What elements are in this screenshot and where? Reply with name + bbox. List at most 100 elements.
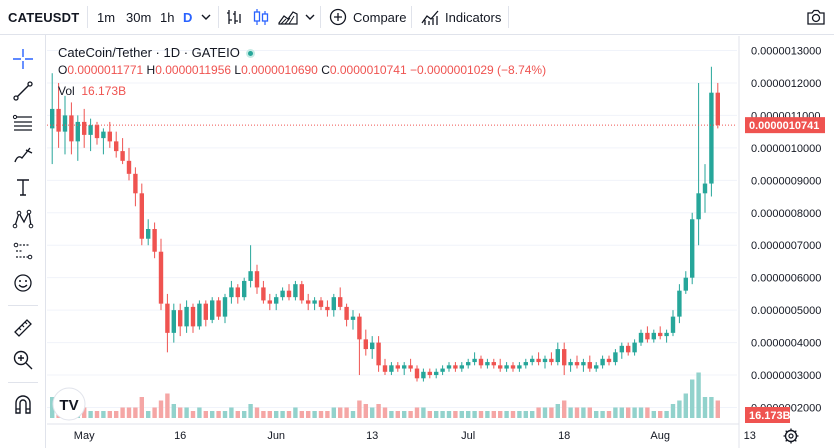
candle-body — [267, 300, 272, 304]
price-axis[interactable]: 0.00000130000.00000120000.00000110000.00… — [738, 36, 821, 448]
price-tick-label: 0.0000008000 — [751, 208, 821, 220]
volume-bar — [133, 407, 138, 418]
candle-body — [299, 284, 304, 301]
brush-tool-button[interactable] — [10, 142, 36, 168]
fib-tool-button[interactable] — [10, 110, 36, 136]
svg-text:TV: TV — [59, 397, 78, 414]
price-chart[interactable]: 0.00000130000.00000120000.00000110000.00… — [47, 36, 834, 448]
interval-30m-button[interactable]: 30m — [126, 0, 151, 34]
symbol-legend[interactable]: CateCoin/Tether · 1D · GATEIO — [58, 45, 255, 60]
candle-body — [171, 310, 176, 333]
candles-style-button[interactable] — [252, 0, 270, 34]
volume-bar — [120, 407, 125, 418]
chart-settings-button[interactable] — [783, 428, 799, 444]
emoji-icon — [14, 274, 32, 292]
candle-body — [587, 362, 592, 369]
candle-body — [498, 365, 503, 369]
candle-body — [594, 365, 599, 369]
candle-body — [114, 141, 119, 152]
emoji-tool-button[interactable] — [10, 270, 36, 296]
volume-bar — [594, 411, 599, 418]
top-toolbar: CATEUSDT 1m 30m 1h D Compare Indicators — [0, 0, 834, 35]
open-value: 0.0000011771 — [67, 63, 144, 77]
volume-bars — [50, 372, 720, 418]
camera-icon — [807, 9, 825, 25]
text-tool-button[interactable] — [10, 174, 36, 200]
crosshair-tool-button[interactable] — [10, 46, 36, 72]
candle-body — [638, 332, 644, 343]
magnet-tool-button[interactable] — [10, 392, 36, 418]
ruler-icon — [14, 319, 32, 337]
toolbar-divider — [508, 6, 509, 28]
zoom-in-tool-button[interactable] — [10, 347, 36, 373]
volume-bar — [504, 411, 509, 418]
candle-body — [133, 173, 138, 194]
price-tick-label: 0.0000010000 — [751, 143, 821, 155]
candle-body — [338, 297, 343, 307]
trendline-icon — [13, 81, 33, 101]
time-tick-label: 13 — [744, 430, 756, 442]
volume-bar — [677, 400, 682, 418]
volume-bar — [581, 407, 586, 418]
candle-body — [325, 306, 330, 311]
symbol-label: CATEUSDT — [8, 9, 80, 25]
candle-body — [466, 362, 471, 366]
volume-bar — [683, 393, 688, 418]
price-tick-label: 0.0000013000 — [751, 45, 821, 57]
candle-body — [331, 297, 336, 311]
compare-button[interactable]: Compare — [329, 0, 406, 34]
volume-bar — [478, 411, 484, 418]
interval-dropdown-button[interactable] — [200, 0, 212, 34]
volume-bar — [210, 411, 215, 418]
area-style-button[interactable] — [278, 0, 298, 34]
candle-body — [715, 92, 720, 126]
interval-1m-button[interactable]: 1m — [97, 0, 115, 34]
candle-body — [491, 362, 496, 366]
pattern-tool-button[interactable] — [10, 206, 36, 232]
volume-bar — [216, 411, 221, 418]
trendline-tool-button[interactable] — [10, 78, 36, 104]
candle-body — [286, 290, 292, 298]
candle-body — [600, 358, 605, 366]
interval-label: 1m — [97, 9, 116, 25]
bars-style-button[interactable] — [225, 0, 243, 34]
candle-body — [453, 365, 458, 369]
volume-bar — [184, 407, 189, 418]
volume-bar — [338, 407, 343, 418]
candle-body — [485, 362, 490, 366]
ruler-tool-button[interactable] — [10, 315, 36, 341]
volume-bar — [709, 397, 714, 418]
prediction-tool-button[interactable] — [10, 238, 36, 264]
volume-bar — [50, 397, 55, 418]
volume-bar — [331, 407, 336, 418]
fib-icon — [12, 114, 32, 131]
symbol-search-button[interactable]: CATEUSDT — [8, 0, 79, 34]
candle-body — [312, 300, 317, 304]
volume-bar — [395, 411, 400, 418]
time-axis[interactable]: May 16 Jun 13 Jul 18 Aug 13 — [47, 423, 756, 442]
drawing-toolbar — [0, 35, 46, 448]
low-label: L — [234, 63, 242, 77]
low-value: 0.0000010690 — [241, 63, 318, 77]
volume-bar — [293, 407, 298, 418]
area-chart-icon — [278, 11, 298, 25]
volume-bar — [523, 411, 528, 418]
volume-bar — [446, 411, 452, 418]
tradingview-logo[interactable]: TV — [52, 387, 86, 421]
volume-bar — [363, 404, 368, 418]
chart-style-dropdown-button[interactable] — [304, 0, 316, 34]
interval-1h-button[interactable]: 1h — [160, 0, 174, 34]
volume-bar — [670, 404, 676, 418]
volume-bar — [632, 407, 637, 418]
candle-body — [510, 365, 516, 369]
volume-legend[interactable]: Vol 16.173B — [58, 84, 126, 98]
candle-body — [619, 345, 624, 353]
price-tick-label: 0.0000009000 — [751, 175, 821, 187]
price-tick-label: 0.0000004000 — [751, 338, 821, 350]
candle-body — [459, 365, 464, 369]
snapshot-button[interactable] — [806, 0, 826, 34]
candle-body — [549, 358, 554, 363]
candle-body — [357, 316, 362, 340]
indicators-button[interactable]: Indicators — [421, 0, 501, 34]
interval-d-button[interactable]: D — [183, 0, 192, 34]
